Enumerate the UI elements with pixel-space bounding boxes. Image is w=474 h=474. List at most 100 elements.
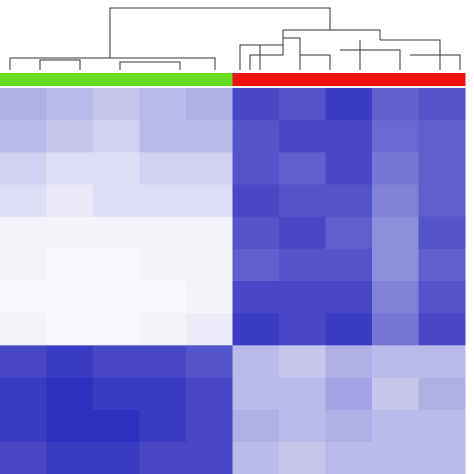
heatmap-cell	[325, 281, 373, 314]
heatmap-cell	[186, 345, 233, 378]
heatmap-cell	[139, 216, 187, 250]
column-group-bar	[46, 73, 94, 86]
heatmap-cell	[418, 120, 466, 153]
heatmap-cell	[46, 441, 94, 474]
heatmap-cell	[186, 281, 233, 314]
column-group-bar	[186, 73, 233, 86]
heatmap-cell	[325, 377, 373, 411]
heatmap-cell	[93, 409, 140, 443]
heatmap-cell	[279, 248, 326, 282]
heatmap-cell	[232, 184, 280, 218]
heatmap-cell	[139, 184, 187, 218]
heatmap-cell	[325, 248, 373, 282]
heatmap-cell	[0, 152, 47, 185]
heatmap-cell	[93, 441, 140, 474]
heatmap-cell	[372, 281, 419, 314]
heatmap-cell	[279, 152, 326, 185]
heatmap-cell	[93, 184, 140, 218]
heatmap-cell	[93, 152, 140, 185]
heatmap-cell	[325, 313, 373, 346]
heatmap-cell	[418, 88, 466, 121]
heatmap-cell	[232, 248, 280, 282]
heatmap-cell	[0, 120, 47, 153]
heatmap-cell	[232, 377, 280, 411]
heatmap-cell	[279, 377, 326, 411]
heatmap-cell	[93, 216, 140, 250]
heatmap-cell	[93, 377, 140, 411]
heatmap-cell	[46, 345, 94, 378]
heatmap-cell	[93, 120, 140, 153]
heatmap-cell	[0, 409, 47, 443]
heatmap-cell	[186, 248, 233, 282]
heatmap-cell	[93, 248, 140, 282]
heatmap-cell	[279, 281, 326, 314]
heatmap-cell	[186, 441, 233, 474]
heatmap-cell	[372, 216, 419, 250]
heatmap-cell	[186, 120, 233, 153]
heatmap-cell	[372, 248, 419, 282]
dendrogram-link	[109, 7, 331, 58]
heatmap-cell	[232, 409, 280, 443]
heatmap-cell	[186, 152, 233, 185]
heatmap-cell	[0, 248, 47, 282]
dendrogram-link	[239, 29, 381, 70]
heatmap-cell	[0, 184, 47, 218]
heatmap-cell	[418, 248, 466, 282]
heatmap-cell	[139, 281, 187, 314]
heatmap-cell	[279, 345, 326, 378]
heatmap-cell	[139, 441, 187, 474]
heatmap-cell	[372, 345, 419, 378]
heatmap-cell	[232, 152, 280, 185]
heatmap-cell	[0, 88, 47, 121]
dendrogram	[9, 7, 461, 70]
heatmap-cell	[139, 409, 187, 443]
heatmap-cell	[93, 281, 140, 314]
heatmap-cell	[139, 248, 187, 282]
heatmap-cell	[418, 345, 466, 378]
heatmap-cell	[93, 345, 140, 378]
heatmap-cell	[325, 216, 373, 250]
heatmap-cell	[279, 184, 326, 218]
heatmap-cell	[418, 409, 466, 443]
column-group-bar	[139, 73, 187, 86]
heatmap-cell	[372, 152, 419, 185]
heatmap-cell	[93, 313, 140, 346]
heatmap-cell	[418, 313, 466, 346]
heatmap-cell	[46, 88, 94, 121]
heatmap-cell	[46, 248, 94, 282]
heatmap-cell	[325, 120, 373, 153]
heatmap-cell	[418, 281, 466, 314]
heatmap-cell	[93, 88, 140, 121]
heatmap-cell	[279, 409, 326, 443]
heatmap-cell	[372, 120, 419, 153]
heatmap-cell	[232, 281, 280, 314]
heatmap-cell	[372, 313, 419, 346]
heatmap-cell	[186, 184, 233, 218]
heatmap-cell	[139, 120, 187, 153]
heatmap-cell	[0, 281, 47, 314]
heatmap-cell	[325, 345, 373, 378]
dendrogram-link	[9, 57, 216, 70]
heatmap-cell	[232, 313, 280, 346]
heatmap-cell	[46, 281, 94, 314]
heatmap-cell	[186, 216, 233, 250]
heatmap-cell	[46, 120, 94, 153]
heatmap-cell	[232, 88, 280, 121]
heatmap-cell	[232, 441, 280, 474]
heatmap-cell	[46, 409, 94, 443]
heatmap-cell	[418, 216, 466, 250]
heatmap-cell	[372, 409, 419, 443]
heatmap-cell	[279, 88, 326, 121]
heatmap-cell	[46, 152, 94, 185]
column-group-bar	[372, 73, 419, 86]
heatmap-cell	[0, 216, 47, 250]
heatmap-cell	[372, 441, 419, 474]
heatmap-cell	[232, 216, 280, 250]
heatmap-cell	[0, 345, 47, 378]
heatmap-cell	[372, 88, 419, 121]
heatmap-cell	[139, 345, 187, 378]
heatmap-cell	[325, 184, 373, 218]
heatmap-cell	[46, 377, 94, 411]
heatmap-cell	[418, 152, 466, 185]
heatmap-cell	[279, 441, 326, 474]
